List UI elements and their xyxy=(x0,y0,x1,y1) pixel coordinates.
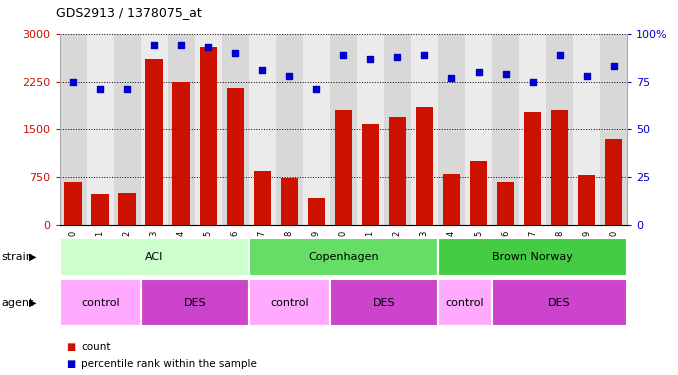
Bar xyxy=(605,139,622,225)
Point xyxy=(554,52,565,58)
Bar xyxy=(119,193,136,225)
Bar xyxy=(384,34,411,225)
Text: control: control xyxy=(445,298,484,308)
Text: control: control xyxy=(81,298,119,308)
Bar xyxy=(303,34,330,225)
Text: percentile rank within the sample: percentile rank within the sample xyxy=(81,359,257,369)
Bar xyxy=(443,174,460,225)
Text: ▶: ▶ xyxy=(29,252,37,262)
Bar xyxy=(226,88,244,225)
Point xyxy=(446,75,457,81)
Bar xyxy=(470,161,487,225)
Point xyxy=(203,44,214,50)
Point xyxy=(311,86,322,92)
Point xyxy=(338,52,348,58)
Text: ■: ■ xyxy=(66,359,76,369)
Text: Brown Norway: Brown Norway xyxy=(492,252,573,262)
Bar xyxy=(249,279,330,326)
Point xyxy=(68,79,79,85)
Point xyxy=(392,54,403,60)
Point xyxy=(176,42,186,48)
Bar xyxy=(167,34,195,225)
Bar xyxy=(141,34,167,225)
Bar xyxy=(281,178,298,225)
Point xyxy=(608,63,619,69)
Bar xyxy=(146,59,163,225)
Point xyxy=(284,73,295,79)
Bar xyxy=(141,279,249,326)
Bar xyxy=(492,34,519,225)
Point xyxy=(419,52,430,58)
Bar xyxy=(60,238,249,276)
Bar xyxy=(438,238,627,276)
Bar xyxy=(172,82,190,225)
Text: DES: DES xyxy=(549,298,571,308)
Point xyxy=(122,86,133,92)
Bar xyxy=(416,107,433,225)
Point xyxy=(230,50,241,56)
Bar xyxy=(60,279,141,326)
Text: ▶: ▶ xyxy=(29,298,37,308)
Bar xyxy=(222,34,249,225)
Point xyxy=(527,79,538,85)
Text: ACI: ACI xyxy=(145,252,163,262)
Bar xyxy=(361,124,379,225)
Bar xyxy=(308,198,325,225)
Text: strain: strain xyxy=(1,252,33,262)
Text: ■: ■ xyxy=(66,342,76,352)
Bar xyxy=(330,279,438,326)
Bar xyxy=(388,117,406,225)
Point xyxy=(95,86,106,92)
Bar xyxy=(60,34,87,225)
Point xyxy=(257,67,268,73)
Bar xyxy=(195,34,222,225)
Bar xyxy=(519,34,546,225)
Point xyxy=(148,42,159,48)
Point xyxy=(365,56,376,62)
Bar xyxy=(551,110,568,225)
Bar xyxy=(573,34,600,225)
Bar xyxy=(87,34,114,225)
Bar xyxy=(357,34,384,225)
Bar xyxy=(92,194,109,225)
Text: count: count xyxy=(81,342,111,352)
Text: DES: DES xyxy=(184,298,206,308)
Text: Copenhagen: Copenhagen xyxy=(308,252,379,262)
Text: control: control xyxy=(270,298,308,308)
Bar xyxy=(64,182,82,225)
Bar xyxy=(465,34,492,225)
Bar xyxy=(199,46,217,225)
Point xyxy=(581,73,592,79)
Bar xyxy=(249,34,276,225)
Bar xyxy=(276,34,303,225)
Point xyxy=(473,69,484,75)
Text: DES: DES xyxy=(373,298,395,308)
Bar xyxy=(438,34,465,225)
Bar xyxy=(438,279,492,326)
Bar xyxy=(546,34,573,225)
Bar xyxy=(335,110,352,225)
Text: agent: agent xyxy=(1,298,34,308)
Bar xyxy=(254,171,271,225)
Bar xyxy=(578,175,595,225)
Bar xyxy=(524,111,541,225)
Bar xyxy=(330,34,357,225)
Bar xyxy=(492,279,627,326)
Text: GDS2913 / 1378075_at: GDS2913 / 1378075_at xyxy=(56,6,202,19)
Bar xyxy=(411,34,438,225)
Point xyxy=(500,71,511,77)
Bar xyxy=(249,238,438,276)
Bar xyxy=(600,34,627,225)
Bar xyxy=(114,34,141,225)
Bar xyxy=(497,182,515,225)
